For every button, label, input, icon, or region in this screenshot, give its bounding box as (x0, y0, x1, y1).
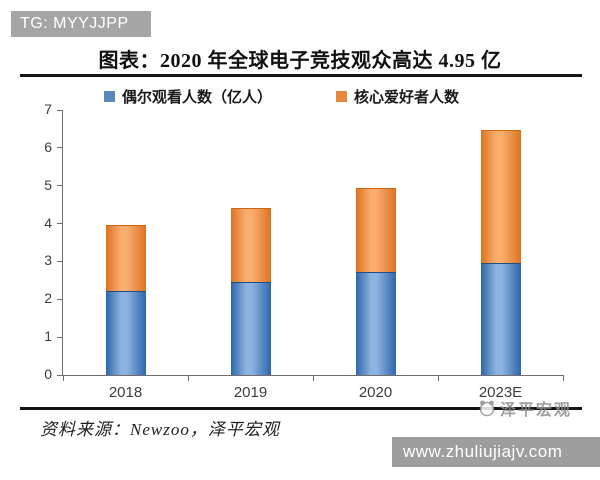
title-divider (20, 74, 582, 77)
bar-segment-core-2020 (355, 187, 396, 272)
x-axis-tick (187, 376, 189, 381)
watermark-text: 泽平宏观 (500, 402, 573, 419)
legend-swatch-core (336, 91, 347, 102)
bar-segment-core-2023E (480, 130, 521, 264)
channel-badge: TG: MYYJJPP (11, 11, 151, 37)
y-axis-line (62, 110, 63, 376)
y-axis-tick (57, 336, 62, 338)
y-axis-tick (57, 109, 62, 111)
y-tick-label: 6 (44, 138, 52, 155)
x-axis-tick (62, 376, 64, 381)
y-axis-tick (57, 374, 62, 376)
legend-swatch-occasional (104, 91, 115, 102)
x-tick-label: 2019 (233, 384, 268, 401)
watermark: 泽平宏观 (478, 396, 572, 420)
y-axis-tick (57, 223, 62, 225)
legend-item-core: 核心爱好者人数 (336, 86, 459, 107)
y-tick-label: 4 (44, 214, 52, 231)
y-tick-label: 0 (44, 366, 52, 382)
y-axis-tick (57, 260, 62, 262)
bar-segment-occasional-2018 (105, 290, 146, 375)
zeping-logo-icon (479, 400, 495, 417)
x-tick-label: 2018 (108, 384, 143, 401)
x-axis-tick (312, 376, 314, 381)
bar-segment-occasional-2019 (230, 282, 271, 375)
x-axis-line (62, 375, 564, 376)
x-tick-label: 2020 (358, 384, 393, 401)
bar-segment-occasional-2020 (355, 272, 396, 375)
y-tick-label: 1 (44, 328, 52, 345)
y-tick-label: 5 (44, 176, 52, 193)
y-tick-label: 3 (44, 252, 52, 269)
y-axis-tick (57, 147, 62, 149)
source-note: 资料来源：Newzoo，泽平宏观 (40, 420, 280, 439)
bar-segment-core-2019 (230, 208, 271, 283)
plot-area: 0 1 2 3 4 5 6 7 2018 2019 2020 2023E (0, 101, 600, 401)
x-tick-label: 2023E (478, 384, 523, 401)
y-axis-tick (57, 185, 62, 187)
chart-title: 图表：2020 年全球电子竞技观众高达 4.95 亿 (98, 50, 502, 72)
bottom-divider (20, 407, 582, 410)
legend-label-core: 核心爱好者人数 (354, 90, 460, 106)
y-tick-label: 2 (44, 290, 52, 307)
y-axis-tick (57, 298, 62, 300)
bar-segment-occasional-2023E (480, 263, 521, 375)
y-tick-label: 7 (44, 101, 52, 117)
legend: 偶尔观看人数（亿人） 核心爱好者人数 (0, 86, 600, 106)
bar-segment-core-2018 (105, 225, 146, 291)
x-axis-tick (437, 376, 439, 381)
legend-item-occasional: 偶尔观看人数（亿人） (104, 86, 272, 107)
website-watermark: www.zhuliujiajv.com (392, 437, 600, 467)
x-axis-tick (562, 376, 564, 381)
legend-label-occasional: 偶尔观看人数（亿人） (122, 90, 273, 106)
